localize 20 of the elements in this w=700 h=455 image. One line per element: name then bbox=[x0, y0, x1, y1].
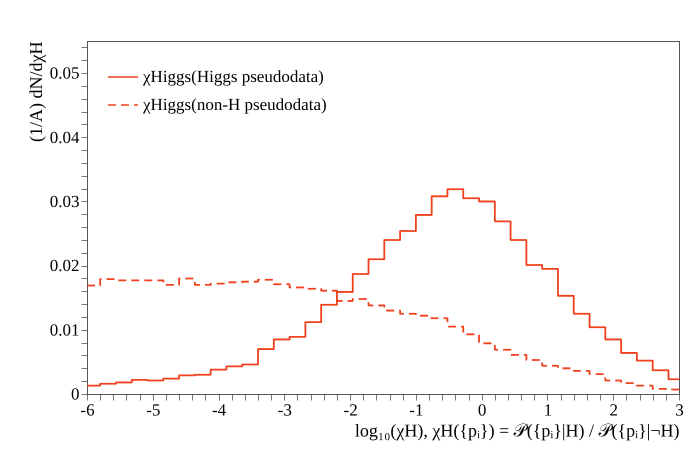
y-tick-label: 0.02 bbox=[50, 256, 80, 276]
y-tick-label: 0.04 bbox=[50, 128, 80, 147]
x-tick-label: -6 bbox=[80, 400, 95, 420]
x-tick-label: -4 bbox=[212, 400, 227, 420]
y-axis-title: (1/A) dN/dχH bbox=[26, 42, 46, 142]
x-tick-label: -3 bbox=[278, 400, 292, 420]
legend-label: χHiggs(Higgs pseudodata) bbox=[142, 67, 324, 86]
x-tick-label: 3 bbox=[675, 400, 684, 420]
y-tick-label: 0.01 bbox=[50, 320, 80, 340]
x-tick-label: 0 bbox=[478, 400, 486, 420]
y-tick-label: 0.03 bbox=[50, 192, 80, 211]
legend-label: χHiggs(non-H pseudodata) bbox=[142, 95, 327, 114]
x-tick-label: -2 bbox=[344, 400, 358, 420]
y-tick-label: 0.05 bbox=[50, 64, 80, 83]
x-tick-label: -1 bbox=[409, 400, 424, 420]
x-tick-label: 2 bbox=[609, 400, 618, 420]
x-axis-title: log₁₀(χH), χH({pᵢ}) = 𝒫({pᵢ}|H) / 𝒫({pᵢ}|¬H) bbox=[354, 420, 680, 440]
x-tick-label: -5 bbox=[146, 400, 160, 420]
x-tick-label: 1 bbox=[544, 400, 552, 420]
y-tick-label: 0 bbox=[71, 384, 80, 404]
